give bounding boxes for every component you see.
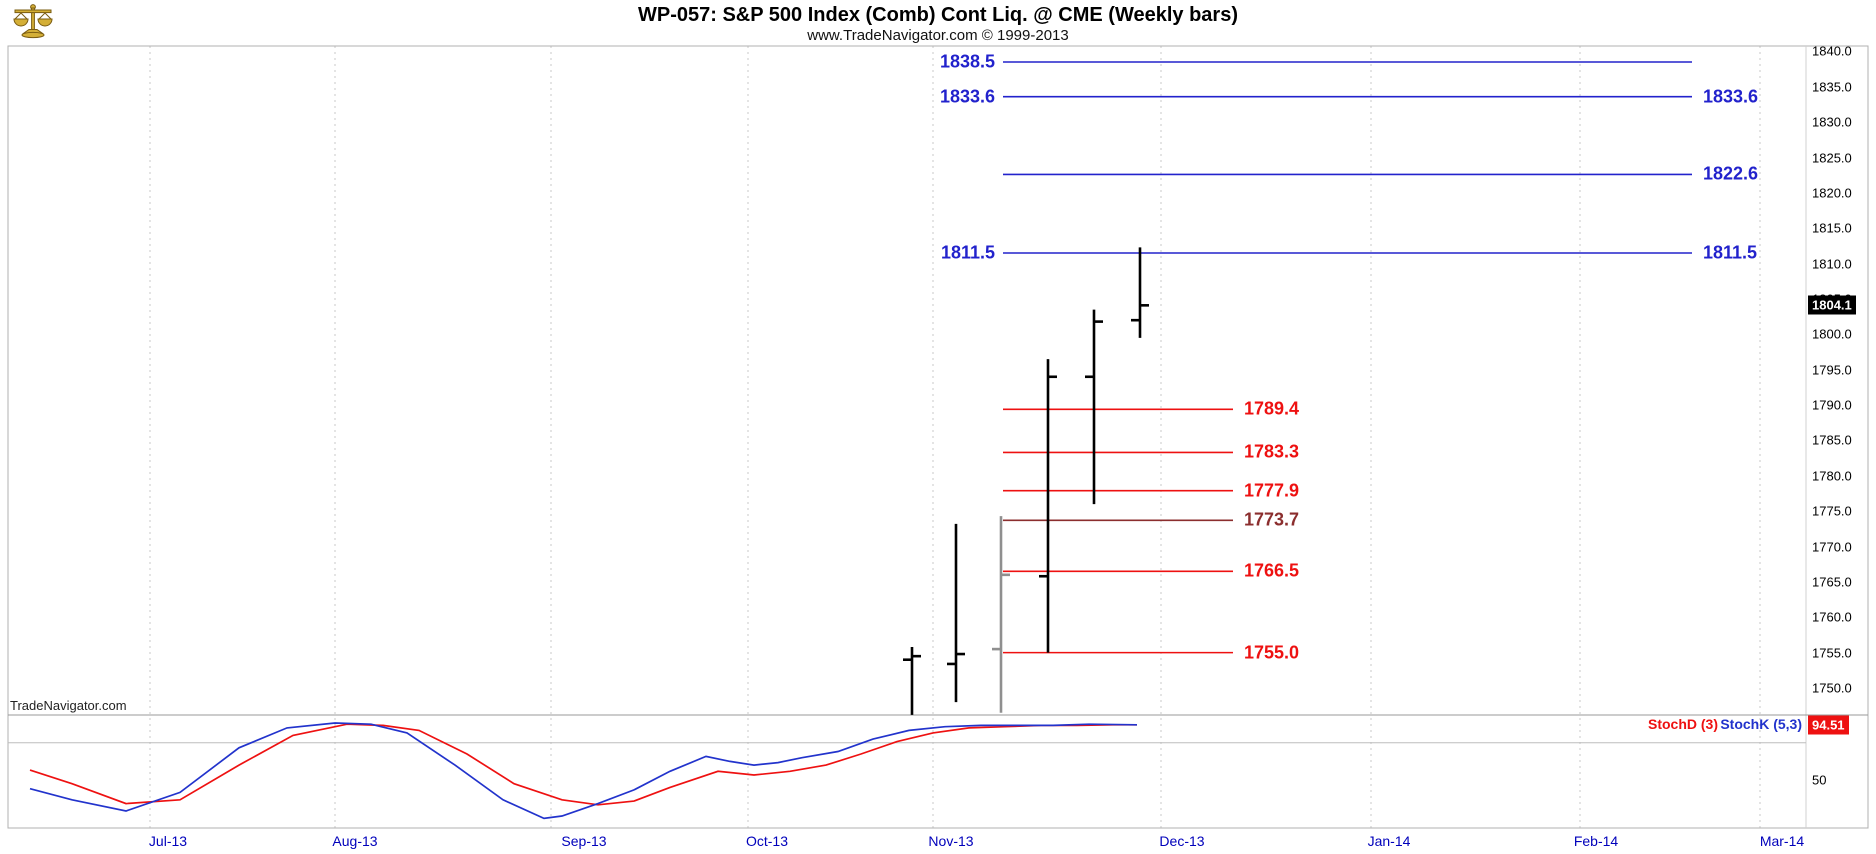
price-axis-label: 1820.0 xyxy=(1812,185,1852,201)
price-axis-label: 1775.0 xyxy=(1812,503,1852,519)
level-price-label: 1755.0 xyxy=(1244,642,1300,663)
price-axis-label: 1810.0 xyxy=(1812,256,1852,272)
x-axis-month-label: Nov-13 xyxy=(928,833,974,849)
level-price-label: 1833.6 xyxy=(1703,86,1759,107)
x-axis-month-label: Feb-14 xyxy=(1573,833,1619,849)
last-price-badge: 1804.1 xyxy=(1808,295,1856,315)
chart-subtitle: www.TradeNavigator.com © 1999-2013 xyxy=(807,27,1069,44)
x-axis-month-label: Dec-13 xyxy=(1159,833,1205,849)
stoch-d-legend[interactable]: StochD (3) xyxy=(1648,716,1718,732)
price-axis-label: 1780.0 xyxy=(1812,468,1852,484)
stoch-k-legend[interactable]: StochK (5,3) xyxy=(1720,716,1802,732)
price-axis-label: 1750.0 xyxy=(1812,680,1852,696)
x-axis-month-label: Oct-13 xyxy=(745,833,789,849)
chart-title: WP-057: S&P 500 Index (Comb) Cont Liq. @… xyxy=(638,4,1238,26)
price-axis-label: 1830.0 xyxy=(1812,114,1852,130)
price-axis-label: 1770.0 xyxy=(1812,539,1852,555)
price-axis-label: 1800.0 xyxy=(1812,326,1852,342)
watermark-text: TradeNavigator.com xyxy=(10,698,127,713)
level-price-label: 1766.5 xyxy=(1244,560,1300,581)
price-axis-label: 1755.0 xyxy=(1812,645,1852,661)
price-axis-label: 1765.0 xyxy=(1812,574,1852,590)
price-axis-label: 1815.0 xyxy=(1812,220,1852,236)
price-axis-label: 1785.0 xyxy=(1812,432,1852,448)
stoch-line-stochd xyxy=(29,723,1137,806)
price-axis-label: 1835.0 xyxy=(1812,79,1852,95)
level-price-label: 1773.7 xyxy=(1244,509,1300,530)
x-axis-month-label: Aug-13 xyxy=(332,833,378,849)
trade-navigator-logo-icon xyxy=(10,2,56,42)
price-axis-label: 1825.0 xyxy=(1812,150,1852,165)
price-axis-label: 1840.0 xyxy=(1812,43,1852,59)
x-axis-month-label: Sep-13 xyxy=(561,833,607,849)
price-axis-label: 1790.0 xyxy=(1812,397,1852,413)
stoch-value-badge: 94.51 xyxy=(1808,715,1849,735)
level-price-label: 1822.6 xyxy=(1703,163,1759,184)
x-axis-month-label: Jan-14 xyxy=(1367,833,1411,849)
stoch-axis-50-label: 50 xyxy=(1812,772,1827,788)
level-price-label: 1783.3 xyxy=(1244,441,1300,462)
chart-outer-frame xyxy=(7,45,1869,829)
level-price-label: 1838.5 xyxy=(939,51,995,72)
level-price-label: 1789.4 xyxy=(1244,398,1300,419)
level-price-label: 1777.9 xyxy=(1244,480,1300,501)
level-price-label: 1811.5 xyxy=(1703,242,1758,263)
stoch-line-stochk xyxy=(29,722,1138,820)
level-price-label: 1811.5 xyxy=(940,242,995,263)
price-axis-label: 1760.0 xyxy=(1812,609,1852,625)
level-price-label: 1833.6 xyxy=(939,86,995,107)
price-axis-label: 1795.0 xyxy=(1812,362,1852,378)
x-axis-month-label: Mar-14 xyxy=(1759,833,1805,849)
x-axis-month-label: Jul-13 xyxy=(148,833,188,849)
